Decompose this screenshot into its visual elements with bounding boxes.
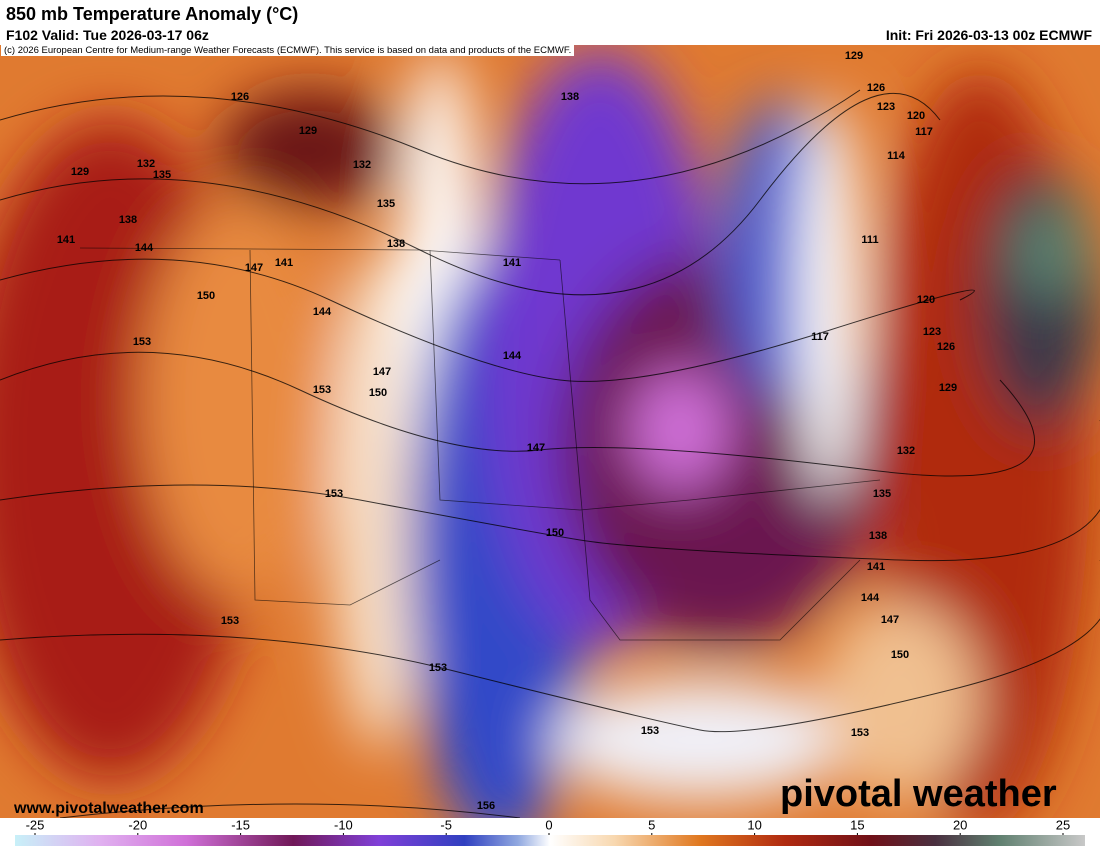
contour-label: 147 (881, 614, 899, 626)
contour-label: 129 (71, 166, 89, 178)
borders (79, 247, 881, 641)
contour-label: 153 (325, 488, 343, 500)
contour-label: 126 (867, 82, 885, 94)
contour-label: 132 (353, 159, 371, 171)
colorbar (15, 835, 1085, 846)
site-url: www.pivotalweather.com (13, 800, 204, 817)
contour-label: 129 (845, 50, 863, 62)
contour-label: 117 (915, 126, 933, 138)
contour-label: 144 (503, 350, 522, 362)
contour-label: 153 (313, 384, 331, 396)
contour-label: 153 (221, 615, 239, 627)
colorbar-tick-label: 0 (545, 817, 552, 832)
contour-label: 141 (867, 561, 885, 573)
contour-label: 153 (641, 725, 659, 737)
colorbar-tick-label: 10 (747, 817, 761, 832)
contour-label: 135 (873, 488, 891, 500)
contour-label: 150 (891, 649, 909, 661)
contour-label: 114 (887, 150, 906, 162)
contour-label: 123 (877, 101, 895, 113)
colorbar-tick-label: 20 (953, 817, 967, 832)
contour-label: 144 (861, 592, 880, 604)
colorbar-tick-label: -25 (26, 817, 45, 832)
contour-label: 156 (477, 800, 495, 812)
colorbar-tick-label: 15 (850, 817, 864, 832)
map-title: 850 mb Temperature Anomaly (°C) (6, 4, 299, 24)
contour-label: 150 (197, 290, 215, 302)
colorbar-tick-label: -20 (128, 817, 147, 832)
contour-label: 129 (939, 382, 957, 394)
copyright: (c) 2026 European Centre for Medium-rang… (1, 45, 575, 56)
contour-label: 117 (811, 331, 829, 343)
colorbar-tick-label: -5 (440, 817, 452, 832)
contour-label: 135 (377, 198, 395, 210)
contours (0, 89, 1100, 818)
contour-label: 144 (313, 306, 332, 318)
contour-label: 141 (275, 257, 293, 269)
anomaly-field (0, 45, 1100, 818)
contour-label: 132 (137, 158, 155, 170)
contour-label: 138 (561, 91, 579, 103)
colorbar-tick-label: -15 (231, 817, 250, 832)
contour-label: 147 (373, 366, 391, 378)
contour-label: 120 (917, 294, 935, 306)
colorbar-tick-label: 25 (1056, 817, 1070, 832)
contour-label: 111 (861, 234, 878, 246)
contour-label: 123 (923, 326, 941, 338)
contour-label: 120 (907, 110, 925, 122)
contour-label: 153 (429, 662, 447, 674)
contour-label: 144 (135, 242, 154, 254)
contour-label: 150 (546, 527, 564, 539)
init-time: Init: Fri 2026-03-13 00z ECMWF (885, 27, 1092, 43)
contour-label: 153 (133, 336, 151, 348)
contour-label: 138 (387, 238, 405, 250)
contour-label: 138 (869, 530, 887, 542)
contour-label: 147 (527, 442, 545, 454)
colorbar-tick-label: 5 (648, 817, 655, 832)
valid-time: F102 Valid: Tue 2026-03-17 06z (6, 27, 209, 43)
contour-label: 147 (245, 262, 263, 274)
contour-label: 150 (369, 387, 387, 399)
contour-label: 141 (503, 257, 521, 269)
contour-label: 129 (299, 125, 317, 137)
contour-label: 126 (937, 341, 955, 353)
contour-label: 153 (851, 727, 869, 739)
contour-label: 141 (57, 234, 75, 246)
contour-label: 132 (897, 445, 915, 457)
logo: pivotal weather (780, 773, 1057, 815)
contour-label: 138 (119, 214, 137, 226)
contour-label: 126 (231, 91, 249, 103)
colorbar-tick-label: -10 (334, 817, 353, 832)
contour-label: 135 (153, 169, 171, 181)
